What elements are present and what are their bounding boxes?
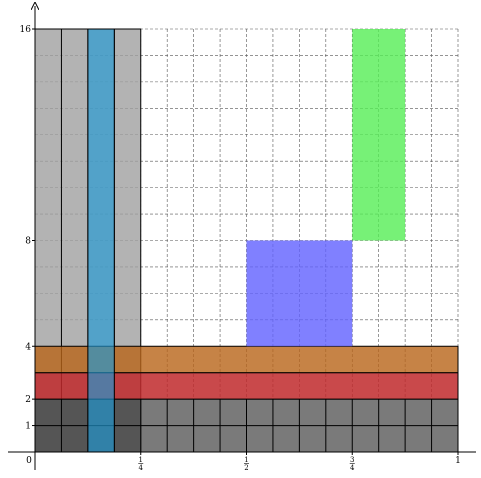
y-tick-label: 1 bbox=[25, 422, 31, 432]
axes bbox=[8, 6, 476, 470]
y-tick-label: 2 bbox=[25, 395, 31, 405]
y-tick-label: 16 bbox=[20, 25, 32, 35]
x-tick-numerator: 3 bbox=[350, 456, 354, 464]
x-tick-label: 0 bbox=[26, 456, 32, 466]
x-tick-denominator: 4 bbox=[139, 464, 144, 472]
x-tick-numerator: 1 bbox=[139, 456, 143, 464]
y-tick-label: 8 bbox=[25, 237, 31, 247]
purple-square bbox=[246, 240, 353, 347]
rectangles bbox=[34, 28, 459, 453]
blue-column bbox=[87, 28, 115, 453]
y-tick-label: 4 bbox=[25, 342, 31, 352]
x-tick-label: 1 bbox=[455, 456, 461, 466]
green-rectangle bbox=[352, 29, 406, 241]
x-tick-numerator: 1 bbox=[244, 456, 248, 464]
x-tick-denominator: 2 bbox=[244, 464, 248, 472]
x-tick-denominator: 4 bbox=[350, 464, 355, 472]
